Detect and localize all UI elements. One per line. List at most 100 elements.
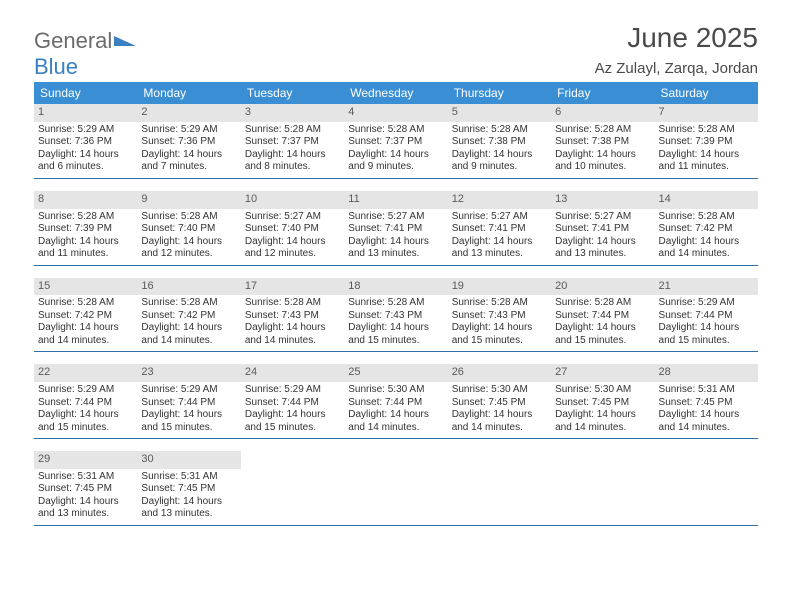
calendar-day: 26Sunrise: 5:30 AMSunset: 7:45 PMDayligh…: [448, 364, 551, 438]
day-details: Sunrise: 5:31 AMSunset: 7:45 PMDaylight:…: [137, 469, 240, 525]
calendar-day: 1Sunrise: 5:29 AMSunset: 7:36 PMDaylight…: [34, 104, 137, 178]
logo-text-2: Blue: [34, 54, 78, 79]
calendar-day: 20Sunrise: 5:28 AMSunset: 7:44 PMDayligh…: [551, 278, 654, 352]
calendar-day: [655, 451, 758, 525]
calendar-day: 9Sunrise: 5:28 AMSunset: 7:40 PMDaylight…: [137, 191, 240, 265]
day-details: Sunrise: 5:28 AMSunset: 7:42 PMDaylight:…: [655, 209, 758, 265]
calendar-day: 22Sunrise: 5:29 AMSunset: 7:44 PMDayligh…: [34, 364, 137, 438]
calendar-day: [344, 451, 447, 525]
day-number: 16: [137, 278, 240, 296]
calendar-day: 2Sunrise: 5:29 AMSunset: 7:36 PMDaylight…: [137, 104, 240, 178]
calendar-week: 15Sunrise: 5:28 AMSunset: 7:42 PMDayligh…: [34, 278, 758, 353]
day-number: 18: [344, 278, 447, 296]
calendar-header-row: SundayMondayTuesdayWednesdayThursdayFrid…: [34, 82, 758, 104]
day-number: 10: [241, 191, 344, 209]
day-details: Sunrise: 5:30 AMSunset: 7:44 PMDaylight:…: [344, 382, 447, 438]
calendar-week: 22Sunrise: 5:29 AMSunset: 7:44 PMDayligh…: [34, 364, 758, 439]
day-number: 6: [551, 104, 654, 122]
calendar-day: 30Sunrise: 5:31 AMSunset: 7:45 PMDayligh…: [137, 451, 240, 525]
calendar-day: 25Sunrise: 5:30 AMSunset: 7:44 PMDayligh…: [344, 364, 447, 438]
title-block: June 2025 Az Zulayl, Zarqa, Jordan: [595, 22, 758, 77]
day-details: Sunrise: 5:29 AMSunset: 7:36 PMDaylight:…: [137, 122, 240, 178]
day-number: 15: [34, 278, 137, 296]
calendar-day: 17Sunrise: 5:28 AMSunset: 7:43 PMDayligh…: [241, 278, 344, 352]
day-details: Sunrise: 5:27 AMSunset: 7:41 PMDaylight:…: [551, 209, 654, 265]
calendar-day: 13Sunrise: 5:27 AMSunset: 7:41 PMDayligh…: [551, 191, 654, 265]
calendar-day: 10Sunrise: 5:27 AMSunset: 7:40 PMDayligh…: [241, 191, 344, 265]
day-number: 4: [344, 104, 447, 122]
day-details: Sunrise: 5:27 AMSunset: 7:40 PMDaylight:…: [241, 209, 344, 265]
calendar-day: 27Sunrise: 5:30 AMSunset: 7:45 PMDayligh…: [551, 364, 654, 438]
day-number: 3: [241, 104, 344, 122]
day-number: 30: [137, 451, 240, 469]
calendar-day: 21Sunrise: 5:29 AMSunset: 7:44 PMDayligh…: [655, 278, 758, 352]
calendar: SundayMondayTuesdayWednesdayThursdayFrid…: [34, 82, 758, 538]
page-title: June 2025: [595, 22, 758, 54]
calendar-day: 23Sunrise: 5:29 AMSunset: 7:44 PMDayligh…: [137, 364, 240, 438]
calendar-day: 15Sunrise: 5:28 AMSunset: 7:42 PMDayligh…: [34, 278, 137, 352]
calendar-day: 5Sunrise: 5:28 AMSunset: 7:38 PMDaylight…: [448, 104, 551, 178]
day-number: 24: [241, 364, 344, 382]
day-number: 1: [34, 104, 137, 122]
calendar-day: 8Sunrise: 5:28 AMSunset: 7:39 PMDaylight…: [34, 191, 137, 265]
day-number: 13: [551, 191, 654, 209]
calendar-day: 18Sunrise: 5:28 AMSunset: 7:43 PMDayligh…: [344, 278, 447, 352]
calendar-day: [448, 451, 551, 525]
day-number: 25: [344, 364, 447, 382]
day-number: 19: [448, 278, 551, 296]
day-details: Sunrise: 5:29 AMSunset: 7:44 PMDaylight:…: [241, 382, 344, 438]
day-details: Sunrise: 5:28 AMSunset: 7:40 PMDaylight:…: [137, 209, 240, 265]
calendar-day: 24Sunrise: 5:29 AMSunset: 7:44 PMDayligh…: [241, 364, 344, 438]
day-number: 8: [34, 191, 137, 209]
calendar-day: 14Sunrise: 5:28 AMSunset: 7:42 PMDayligh…: [655, 191, 758, 265]
calendar-day: 7Sunrise: 5:28 AMSunset: 7:39 PMDaylight…: [655, 104, 758, 178]
day-details: Sunrise: 5:28 AMSunset: 7:43 PMDaylight:…: [241, 295, 344, 351]
day-details: Sunrise: 5:28 AMSunset: 7:43 PMDaylight:…: [448, 295, 551, 351]
day-details: Sunrise: 5:28 AMSunset: 7:42 PMDaylight:…: [34, 295, 137, 351]
day-details: Sunrise: 5:28 AMSunset: 7:44 PMDaylight:…: [551, 295, 654, 351]
day-header: Monday: [137, 82, 240, 104]
day-details: Sunrise: 5:29 AMSunset: 7:44 PMDaylight:…: [34, 382, 137, 438]
day-details: Sunrise: 5:31 AMSunset: 7:45 PMDaylight:…: [655, 382, 758, 438]
day-number: 7: [655, 104, 758, 122]
day-details: Sunrise: 5:28 AMSunset: 7:38 PMDaylight:…: [448, 122, 551, 178]
day-number: 27: [551, 364, 654, 382]
calendar-day: 11Sunrise: 5:27 AMSunset: 7:41 PMDayligh…: [344, 191, 447, 265]
day-details: Sunrise: 5:28 AMSunset: 7:43 PMDaylight:…: [344, 295, 447, 351]
calendar-week: 29Sunrise: 5:31 AMSunset: 7:45 PMDayligh…: [34, 451, 758, 526]
day-details: Sunrise: 5:30 AMSunset: 7:45 PMDaylight:…: [551, 382, 654, 438]
day-number: 17: [241, 278, 344, 296]
day-header: Thursday: [448, 82, 551, 104]
calendar-day: 16Sunrise: 5:28 AMSunset: 7:42 PMDayligh…: [137, 278, 240, 352]
day-details: Sunrise: 5:28 AMSunset: 7:42 PMDaylight:…: [137, 295, 240, 351]
day-header: Tuesday: [241, 82, 344, 104]
day-header: Friday: [551, 82, 654, 104]
calendar-day: 12Sunrise: 5:27 AMSunset: 7:41 PMDayligh…: [448, 191, 551, 265]
location-text: Az Zulayl, Zarqa, Jordan: [595, 60, 758, 77]
day-details: Sunrise: 5:31 AMSunset: 7:45 PMDaylight:…: [34, 469, 137, 525]
calendar-body: 1Sunrise: 5:29 AMSunset: 7:36 PMDaylight…: [34, 104, 758, 526]
calendar-day: 29Sunrise: 5:31 AMSunset: 7:45 PMDayligh…: [34, 451, 137, 525]
day-details: Sunrise: 5:28 AMSunset: 7:37 PMDaylight:…: [344, 122, 447, 178]
day-details: Sunrise: 5:27 AMSunset: 7:41 PMDaylight:…: [344, 209, 447, 265]
day-number: 23: [137, 364, 240, 382]
calendar-week: 1Sunrise: 5:29 AMSunset: 7:36 PMDaylight…: [34, 104, 758, 179]
day-number: 26: [448, 364, 551, 382]
calendar-day: [241, 451, 344, 525]
logo-mark-icon: [114, 36, 136, 46]
day-number: 12: [448, 191, 551, 209]
calendar-day: 4Sunrise: 5:28 AMSunset: 7:37 PMDaylight…: [344, 104, 447, 178]
day-details: Sunrise: 5:29 AMSunset: 7:44 PMDaylight:…: [137, 382, 240, 438]
day-number: 9: [137, 191, 240, 209]
day-header: Saturday: [655, 82, 758, 104]
day-header: Sunday: [34, 82, 137, 104]
day-number: 11: [344, 191, 447, 209]
day-details: Sunrise: 5:28 AMSunset: 7:39 PMDaylight:…: [34, 209, 137, 265]
calendar-day: 3Sunrise: 5:28 AMSunset: 7:37 PMDaylight…: [241, 104, 344, 178]
day-number: 21: [655, 278, 758, 296]
day-number: 2: [137, 104, 240, 122]
day-details: Sunrise: 5:27 AMSunset: 7:41 PMDaylight:…: [448, 209, 551, 265]
day-number: 14: [655, 191, 758, 209]
logo: General Blue: [34, 28, 136, 80]
calendar-week: 8Sunrise: 5:28 AMSunset: 7:39 PMDaylight…: [34, 191, 758, 266]
